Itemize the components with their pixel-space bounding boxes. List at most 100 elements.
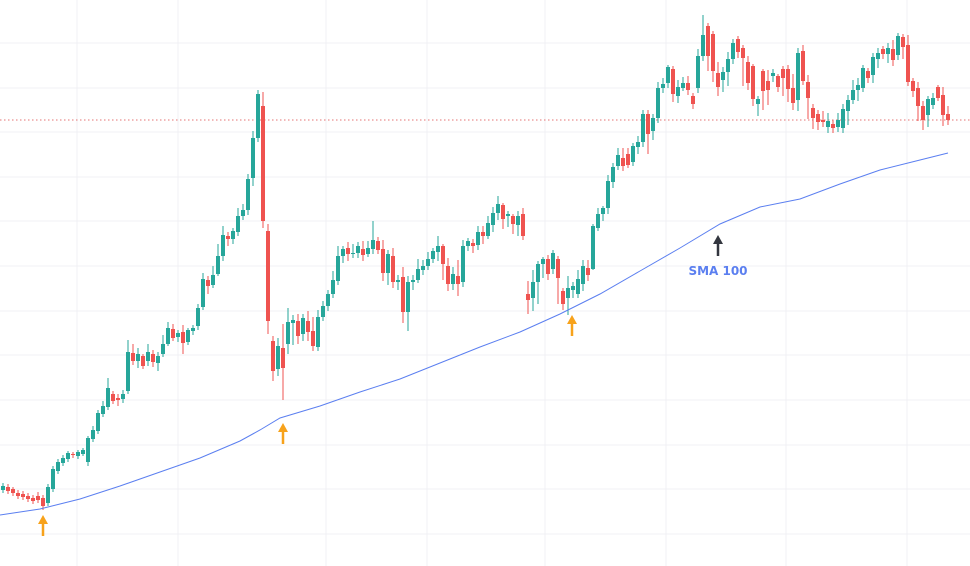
candle-body [196, 308, 200, 326]
candle-body [96, 413, 100, 431]
candle-body [831, 124, 835, 128]
candle-72 [361, 241, 365, 261]
candle-body [481, 232, 485, 236]
candle-body [836, 120, 840, 127]
candle-body [456, 276, 460, 284]
candle-body [141, 356, 145, 366]
candle-body [186, 330, 190, 342]
candle-128 [641, 110, 645, 147]
candle-body [201, 279, 205, 307]
candle-body [936, 87, 940, 98]
candle-body [31, 498, 35, 501]
candle-18 [91, 426, 95, 442]
candle-body [286, 322, 290, 344]
candle-171 [856, 78, 860, 101]
candle-body [341, 249, 345, 256]
candle-113 [566, 276, 570, 315]
candle-body [236, 216, 240, 232]
candle-76 [381, 240, 385, 281]
candle-body [296, 321, 300, 336]
candle-109 [546, 255, 550, 280]
candle-body [176, 333, 180, 337]
candle-123 [616, 148, 620, 170]
candle-186 [931, 93, 935, 109]
candle-5 [26, 493, 30, 502]
candle-58 [291, 315, 295, 345]
candle-147 [736, 36, 740, 58]
candle-body [571, 286, 575, 290]
candle-body [241, 210, 245, 216]
candle-body [291, 320, 295, 323]
candle-body [181, 332, 185, 343]
candle-148 [741, 45, 745, 86]
candle-96 [481, 226, 485, 244]
candle-body [671, 69, 675, 94]
candle-body [411, 280, 415, 282]
candle-135 [676, 80, 680, 103]
candle-body [76, 452, 80, 456]
candle-140 [701, 15, 705, 61]
candle-body [426, 259, 430, 266]
candle-body [776, 76, 780, 87]
candle-114 [571, 282, 575, 298]
candle-body [21, 494, 25, 497]
candle-111 [556, 256, 560, 304]
candle-86 [431, 248, 435, 263]
candle-149 [746, 56, 750, 90]
arrows: SMA 100 [38, 235, 748, 536]
candle-126 [631, 143, 635, 166]
candle-body [646, 114, 650, 134]
candle-66 [331, 271, 335, 298]
touch-arrow-1 [278, 423, 288, 444]
candle-body [361, 249, 365, 255]
candle-body [756, 99, 760, 104]
candle-15 [76, 450, 80, 459]
candle-188 [941, 87, 945, 126]
candle-body [406, 282, 410, 312]
candle-121 [606, 175, 610, 214]
candle-146 [731, 39, 735, 64]
candle-141 [706, 23, 710, 71]
candle-body [401, 277, 405, 312]
candle-body [306, 321, 310, 332]
candle-body [421, 266, 425, 270]
candle-body [491, 213, 495, 225]
candle-body [11, 489, 15, 493]
candle-body [931, 98, 935, 105]
candle-body [36, 496, 40, 500]
candle-45 [226, 232, 230, 246]
candle-body [516, 216, 520, 225]
candle-91 [456, 260, 460, 296]
candle-85 [426, 252, 430, 270]
candle-body [251, 138, 255, 178]
candle-body [446, 266, 450, 284]
candle-body [111, 394, 115, 401]
candle-body [81, 450, 85, 454]
candle-body [356, 246, 360, 253]
candle-170 [851, 80, 855, 104]
candle-161 [806, 75, 810, 119]
candle-183 [916, 82, 920, 121]
candle-162 [811, 104, 815, 129]
candle-151 [756, 96, 760, 116]
candle-105 [526, 281, 530, 314]
candle-body [146, 352, 150, 361]
candle-167 [836, 113, 840, 132]
candle-174 [871, 53, 875, 83]
candle-body [466, 241, 470, 246]
candle-152 [761, 69, 765, 110]
candle-153 [766, 70, 770, 105]
candle-body [901, 37, 905, 47]
candle-body [751, 66, 755, 99]
candle-181 [906, 35, 910, 86]
candle-body [746, 62, 750, 83]
candle-7 [36, 492, 40, 503]
candle-8 [41, 495, 45, 510]
candle-63 [316, 310, 320, 351]
candle-body [506, 214, 510, 216]
sma-label: SMA 100 [688, 264, 747, 278]
candle-body [896, 36, 900, 55]
candle-185 [926, 96, 930, 127]
candle-38 [191, 325, 195, 335]
candle-56 [281, 324, 285, 400]
